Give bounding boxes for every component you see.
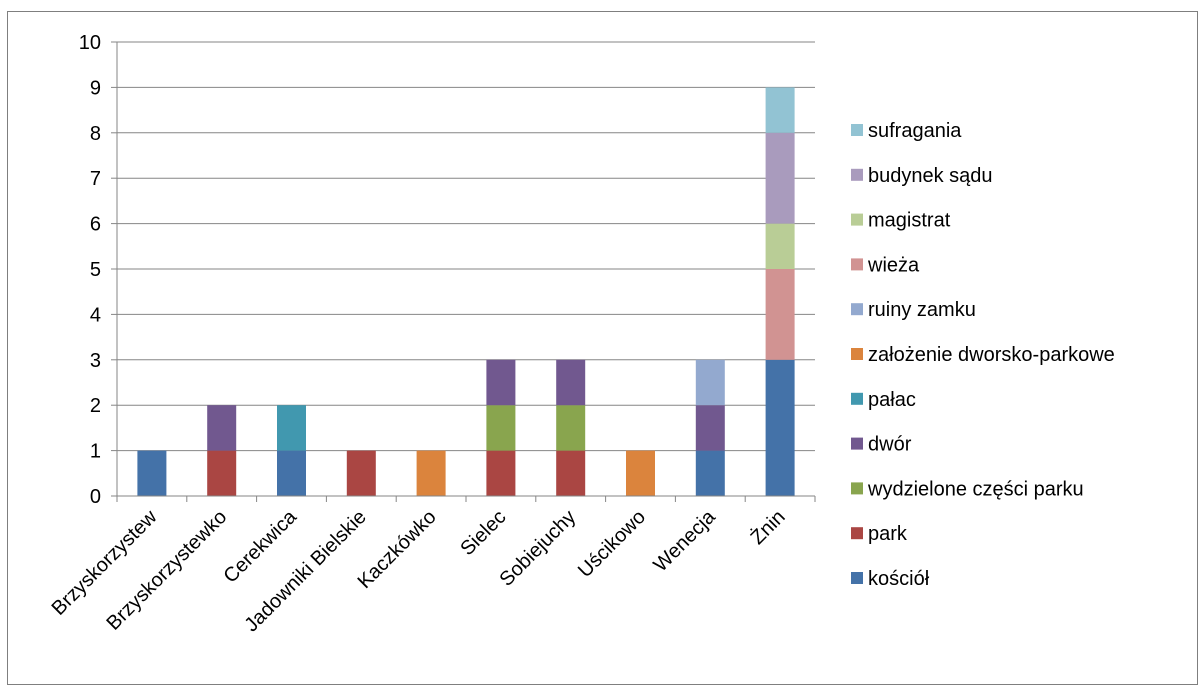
y-tick-label: 2: [90, 395, 101, 417]
x-category-label: Sielec: [456, 506, 510, 560]
legend-label: dwór: [868, 434, 912, 456]
bar-segment-kosciol: [695, 450, 725, 496]
legend-item-budynek-sadu: budynek sądu: [851, 165, 993, 187]
y-axis-tick-labels: 0 1 2 3 4 5 6 7 8 9 10: [79, 32, 101, 508]
bar-segment-zalozenie-dworsko-parkowe: [626, 450, 655, 496]
legend: sufragania budynek sądu magistrat wieża ruin…: [851, 120, 1115, 590]
bar-segment-wydzielone-czesci-parku: [556, 405, 586, 451]
legend-item-park: park: [851, 523, 908, 545]
bar-segment-dwor: [486, 359, 516, 406]
legend-item-sufragania: sufragania: [851, 120, 962, 142]
y-tick-label: 1: [90, 441, 101, 463]
legend-label: ruiny zamku: [868, 299, 976, 321]
legend-swatch: [851, 482, 863, 495]
legend-swatch: [851, 437, 863, 450]
legend-item-dwor: dwór: [851, 434, 912, 456]
y-tick-label: 8: [90, 123, 101, 145]
x-category-label: Brzyskorzystewko: [103, 506, 232, 635]
legend-swatch: [851, 527, 863, 540]
bar-segment-wieza: [765, 269, 795, 360]
legend-item-magistrat: magistrat: [851, 210, 951, 232]
legend-item-zalozenie-dworsko-parkowe: założenie dworsko-parkowe: [851, 344, 1115, 366]
legend-label: wydzielone części parku: [867, 478, 1084, 500]
legend-item-palac: pałac: [851, 389, 916, 411]
bar-segment-dwor: [207, 405, 237, 451]
legend-label: sufragania: [868, 120, 962, 142]
y-tick-label: 0: [90, 486, 101, 508]
legend-label: wieża: [867, 254, 920, 276]
bar-segment-kosciol: [137, 450, 167, 496]
legend-swatch: [851, 213, 863, 226]
legend-label: budynek sądu: [868, 165, 993, 187]
bars: [137, 87, 795, 496]
legend-label: magistrat: [868, 210, 951, 232]
y-tick-label: 7: [90, 168, 101, 190]
chart-area: [7, 11, 1198, 685]
x-category-label: Wenecja: [650, 505, 721, 576]
x-category-label: Sobiejuchy: [495, 506, 580, 591]
legend-swatch: [851, 168, 863, 181]
y-tick-label: 3: [90, 350, 101, 372]
y-tick-label: 10: [79, 32, 101, 54]
legend-label: kościół: [868, 568, 930, 590]
legend-swatch: [851, 392, 863, 405]
legend-item-ruiny-zamku: ruiny zamku: [851, 299, 976, 321]
y-tick-label: 9: [90, 77, 101, 99]
legend-swatch: [851, 258, 863, 271]
bar-segment-park: [556, 450, 586, 496]
bar-segment-magistrat: [765, 223, 795, 269]
bar-segment-dwor: [556, 359, 586, 406]
legend-item-kosciol: kościół: [851, 568, 930, 590]
legend-item-wydzielone-czesci-parku: wydzielone części parku: [851, 478, 1084, 500]
bar-segment-wydzielone-czesci-parku: [486, 405, 516, 451]
bar-segment-dwor: [695, 405, 725, 451]
legend-swatch: [851, 124, 863, 136]
bar-segment-park: [207, 450, 237, 496]
legend-swatch: [851, 303, 863, 316]
x-category-label: Jadowniki Bielskie: [241, 506, 371, 636]
bar-segment-budynek-sadu: [765, 132, 795, 224]
legend-swatch: [851, 348, 863, 360]
bar-segment-ruiny-zamku: [695, 359, 725, 406]
legend-item-wieza: wieża: [851, 254, 920, 276]
legend-label: park: [868, 523, 908, 545]
bar-segment-kosciol: [765, 359, 795, 496]
y-tick-label: 4: [90, 304, 101, 326]
y-tick-label: 6: [90, 214, 101, 236]
bar-segment-zalozenie-dworsko-parkowe: [416, 450, 446, 496]
axes: [111, 41, 816, 502]
bar-segment-kosciol: [277, 450, 306, 496]
x-category-label: Żnin: [746, 505, 790, 549]
x-axis-category-labels: BrzyskorzystewBrzyskorzystewkoCerekwicaJ…: [48, 505, 790, 636]
x-category-label: Uścikowo: [574, 506, 650, 582]
legend-label: założenie dworsko-parkowe: [868, 344, 1115, 366]
bar-segment-park: [486, 450, 516, 496]
bar-segment-park: [346, 450, 376, 496]
bar-segment-palac: [277, 405, 306, 451]
legend-label: pałac: [868, 389, 916, 411]
bar-segment-sufragania: [765, 87, 795, 133]
legend-swatch: [851, 572, 863, 584]
y-tick-label: 5: [90, 259, 101, 281]
